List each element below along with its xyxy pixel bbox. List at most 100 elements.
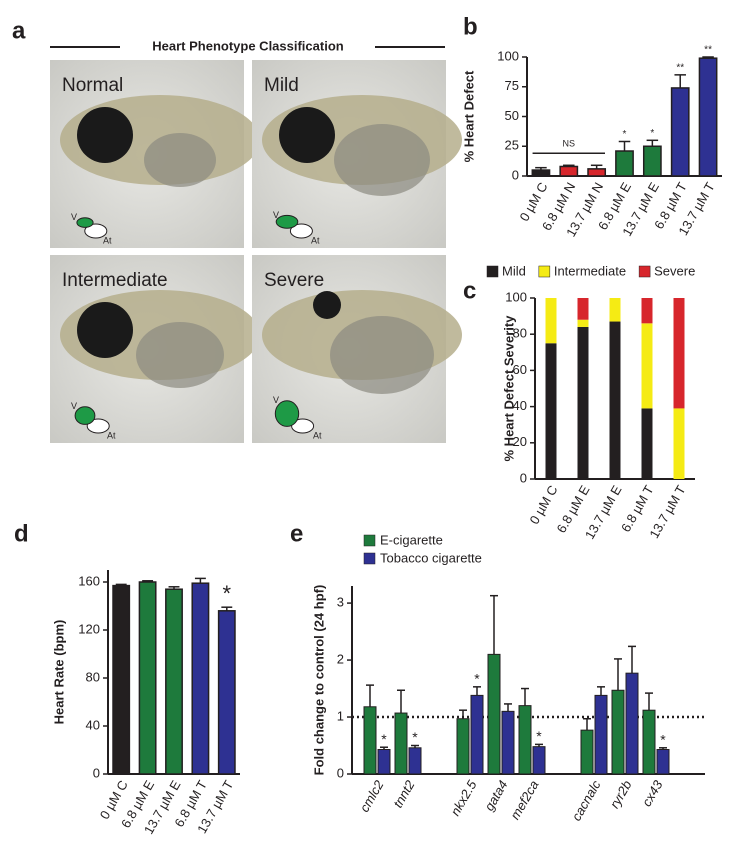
y-tick-label: 0 <box>337 765 344 780</box>
panel-label: c <box>463 277 476 304</box>
y-axis-title: Fold change to control (24 hpf) <box>311 585 326 776</box>
bar-segment <box>641 408 653 479</box>
x-tick-label: tnnt2 <box>390 777 418 810</box>
ns-label: NS <box>563 139 576 149</box>
bar <box>580 729 594 775</box>
y-tick-label: 160 <box>78 573 100 588</box>
significance: * <box>623 129 627 140</box>
atrium-label: At <box>103 235 112 245</box>
bar <box>408 747 422 775</box>
legend-label: Severe <box>654 263 695 278</box>
bar <box>456 718 470 775</box>
bar <box>670 87 690 177</box>
bar-segment <box>609 298 621 322</box>
bar <box>615 150 634 177</box>
bar <box>377 749 391 775</box>
ventricle-label: V <box>71 401 77 411</box>
bar <box>656 749 670 775</box>
y-tick-label: 120 <box>78 621 100 636</box>
significance: * <box>381 731 387 747</box>
ventricle-label: V <box>273 395 279 405</box>
bar-segment <box>577 319 589 327</box>
bar <box>487 653 501 775</box>
y-tick-label: 20 <box>513 434 527 449</box>
embryo-yolk <box>330 316 434 394</box>
legend-swatch <box>638 265 651 278</box>
bar <box>470 694 484 775</box>
bar <box>217 610 236 775</box>
atrium-diagram <box>289 223 313 239</box>
bar <box>698 57 718 177</box>
bar <box>559 165 579 177</box>
y-tick-label: 2 <box>337 651 344 666</box>
bar <box>587 168 607 177</box>
significance: * <box>660 731 666 747</box>
bar <box>518 705 532 775</box>
embryo-eye <box>279 107 335 163</box>
y-tick-label: 40 <box>86 717 100 732</box>
ventricle-diagram <box>274 400 300 427</box>
bar <box>625 672 639 775</box>
x-tick-label: cacnalc <box>569 777 604 823</box>
significance: * <box>650 128 654 139</box>
ventricle-diagram <box>76 217 94 228</box>
embryo-eye <box>77 107 133 163</box>
panel-label: e <box>290 520 303 547</box>
bar-segment <box>641 298 653 324</box>
image-label: Normal <box>62 75 123 96</box>
x-tick-label: gata4 <box>481 778 510 814</box>
y-tick-label: 25 <box>505 138 519 153</box>
bar <box>501 710 515 775</box>
bar-segment <box>673 408 685 479</box>
legend-swatch <box>538 265 551 278</box>
bar <box>642 709 656 775</box>
panel-label: d <box>14 520 29 547</box>
bar-segment <box>673 298 685 409</box>
legend-label: Intermediate <box>554 263 626 278</box>
ventricle-label: V <box>273 210 279 220</box>
embryo-yolk <box>136 322 224 388</box>
atrium-diagram <box>84 223 108 239</box>
bar <box>532 746 546 775</box>
bar <box>112 584 131 775</box>
x-tick-label: mef2ca <box>507 778 541 822</box>
bar <box>363 706 377 775</box>
ventricle-diagram <box>74 406 96 425</box>
legend-swatch <box>486 265 499 278</box>
significance: * <box>223 581 232 606</box>
image-label: Severe <box>264 270 324 291</box>
legend-label: E-cigarette <box>380 532 443 547</box>
atrium-label: At <box>107 430 116 440</box>
bar <box>642 145 662 177</box>
y-tick-label: 40 <box>513 398 527 413</box>
x-tick-label: nkx2.5 <box>447 777 480 818</box>
bar-segment <box>545 298 557 344</box>
bar <box>394 712 408 775</box>
y-axis-title: % Heart Defect Severity <box>501 315 516 462</box>
y-axis-title: Heart Rate (bpm) <box>51 620 66 725</box>
y-tick-label: 80 <box>86 669 100 684</box>
image-label: Mild <box>264 75 299 96</box>
y-tick-label: 0 <box>512 167 519 182</box>
atrium-label: At <box>311 235 320 245</box>
embryo-yolk <box>334 124 430 196</box>
embryo-eye <box>313 291 341 319</box>
y-axis-title: % Heart Defect <box>461 70 476 162</box>
bar-segment <box>609 321 621 479</box>
atrium-diagram <box>291 418 315 434</box>
significance: ** <box>676 62 684 73</box>
y-tick-label: 50 <box>505 108 519 123</box>
atrium-label: At <box>313 430 322 440</box>
legend-label: Mild <box>502 263 526 278</box>
y-tick-label: 100 <box>505 289 527 304</box>
bar-segment <box>577 298 589 320</box>
x-tick-label: ryr2b <box>607 778 635 811</box>
embryo-eye <box>77 302 133 358</box>
y-tick-label: 80 <box>513 326 527 341</box>
significance: * <box>412 729 418 745</box>
bar <box>191 582 210 775</box>
x-tick-label: cmlc2 <box>357 777 387 815</box>
bar-segment <box>577 326 589 479</box>
ventricle-label: V <box>71 212 77 222</box>
